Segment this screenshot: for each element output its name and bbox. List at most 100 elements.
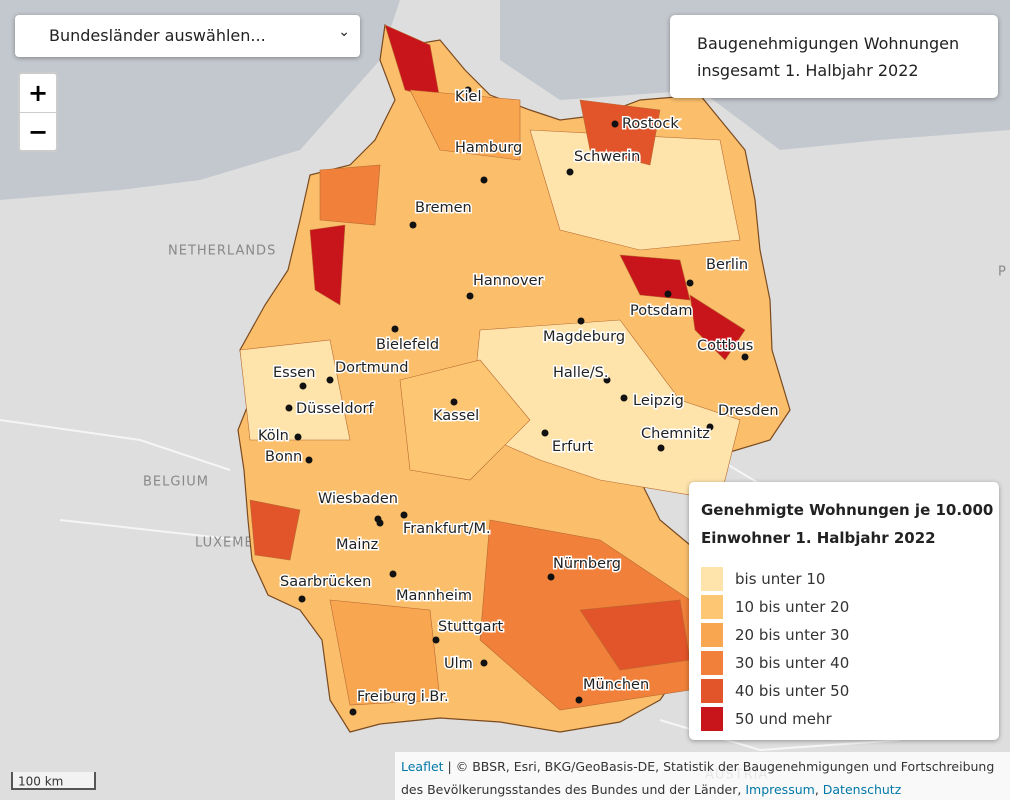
scale-label: 100 km xyxy=(18,775,63,789)
city-dot xyxy=(603,376,611,384)
dropdown-arrow: ⌄ xyxy=(338,24,350,40)
dropdown-label: Bundesländer auswählen... xyxy=(49,26,266,45)
title-line: insgesamt 1. Halbjahr 2022 xyxy=(697,61,919,80)
city-dot xyxy=(466,292,474,300)
legend-swatch xyxy=(701,651,723,675)
city-dot xyxy=(611,120,619,128)
city-dot xyxy=(349,708,357,716)
city-label: Kassel xyxy=(433,408,479,424)
title-box: Baugenehmigungen Wohnungen insgesamt 1. … xyxy=(670,15,998,98)
city-dot xyxy=(299,382,307,390)
city-dot xyxy=(480,176,488,184)
city-label: Mainz xyxy=(336,537,378,553)
city-dot xyxy=(305,456,313,464)
title-line: Baugenehmigungen Wohnungen xyxy=(697,34,960,53)
city-label: Köln xyxy=(258,428,289,444)
attribution: Leaflet | © BBSR, Esri, BKG/GeoBasis-DE,… xyxy=(395,752,1010,800)
city-dot xyxy=(577,317,585,325)
city-dot xyxy=(741,353,749,361)
city-dot xyxy=(450,398,458,406)
city-label: Magdeburg xyxy=(543,329,625,345)
city-dot xyxy=(706,423,714,431)
impressum-link[interactable]: Impressum xyxy=(745,782,815,797)
city-dot xyxy=(664,290,672,298)
city-dot xyxy=(409,221,417,229)
legend-title: Genehmigte Wohnungen je 10.000 xyxy=(701,501,994,519)
city-label: Stuttgart xyxy=(438,619,504,635)
city-label: Dresden xyxy=(718,403,779,419)
legend-item: bis unter 10 xyxy=(701,566,825,592)
zoom-in[interactable]: + xyxy=(20,74,56,113)
city-dot xyxy=(294,433,302,441)
city-label: Kiel xyxy=(455,89,482,105)
legend-label: 20 bis unter 30 xyxy=(735,626,850,644)
zoom-out[interactable]: − xyxy=(27,118,49,146)
city-dot xyxy=(657,444,665,452)
legend-item: 20 bis unter 30 xyxy=(701,622,849,648)
legend-swatch xyxy=(701,679,723,703)
city-dot xyxy=(547,573,555,581)
legend-title: Einwohner 1. Halbjahr 2022 xyxy=(701,529,936,547)
city-label: Halle/S. xyxy=(553,365,608,381)
legend-swatch xyxy=(701,623,723,647)
city-label: Leipzig xyxy=(633,393,684,409)
city-label: Bremen xyxy=(415,200,472,216)
city-label: Potsdam xyxy=(630,303,693,319)
legend: Genehmigte Wohnungen je 10.000 Einwohner… xyxy=(689,482,999,740)
scale-bar: 100 km xyxy=(11,772,96,790)
legend-item: 50 und mehr xyxy=(701,706,832,732)
city-dot xyxy=(464,86,472,94)
city-dot xyxy=(391,325,399,333)
city-label: Dortmund xyxy=(335,360,408,376)
city-label: Freiburg i.Br. xyxy=(357,689,449,705)
dropdown[interactable]: Bundesländer auswählen... ⌄ xyxy=(15,15,360,57)
city-dot xyxy=(432,636,440,644)
city-label: Schwerin xyxy=(574,149,640,165)
legend-label: 10 bis unter 20 xyxy=(735,598,850,616)
city-label: Bielefeld xyxy=(376,337,439,353)
city-label: Chemnitz xyxy=(641,426,710,442)
datenschutz-link[interactable]: Datenschutz xyxy=(822,782,902,797)
city-label: Saarbrücken xyxy=(280,574,371,590)
city-dot xyxy=(566,168,574,176)
city-label: Ulm xyxy=(444,656,473,672)
leaflet-link[interactable]: Leaflet xyxy=(401,759,444,774)
city-dot xyxy=(285,404,293,412)
districts xyxy=(239,24,746,711)
city-label: Hamburg xyxy=(455,140,522,156)
city-dot xyxy=(389,570,397,578)
legend-item: 40 bis unter 50 xyxy=(701,678,849,704)
city-dot xyxy=(620,394,628,402)
legend-label: 40 bis unter 50 xyxy=(735,682,850,700)
legend-item: 10 bis unter 20 xyxy=(701,594,849,620)
city-label: Wiesbaden xyxy=(318,491,398,507)
country-label: P xyxy=(998,265,1007,280)
city-label: Essen xyxy=(273,365,315,381)
city-dot xyxy=(326,376,334,384)
city-dot xyxy=(575,696,583,704)
city-dot xyxy=(480,659,488,667)
borders xyxy=(0,419,991,752)
city-label: Mannheim xyxy=(396,588,472,604)
country-label: BELGIUM xyxy=(143,475,209,490)
city-dot xyxy=(400,511,408,519)
city-label: Erfurt xyxy=(552,439,593,455)
city-label: Düsseldorf xyxy=(296,401,374,417)
city-dot xyxy=(686,279,694,287)
city-label: München xyxy=(583,677,649,693)
city-label: Frankfurt/M. xyxy=(403,521,491,537)
country-label: NETHERLANDS xyxy=(168,244,276,259)
city-label: Nürnberg xyxy=(553,556,621,572)
city-label: Hannover xyxy=(473,273,544,289)
legend-swatch xyxy=(701,595,723,619)
legend-item: 30 bis unter 40 xyxy=(701,650,849,676)
legend-swatch xyxy=(701,707,723,731)
zoom-control: + − xyxy=(18,72,58,152)
legend-label: bis unter 10 xyxy=(735,570,826,588)
legend-swatch xyxy=(701,567,723,591)
city-dot xyxy=(376,519,384,527)
city-dot xyxy=(541,429,549,437)
city-label: Cottbus xyxy=(697,338,753,354)
city-label: Bonn xyxy=(265,449,302,465)
